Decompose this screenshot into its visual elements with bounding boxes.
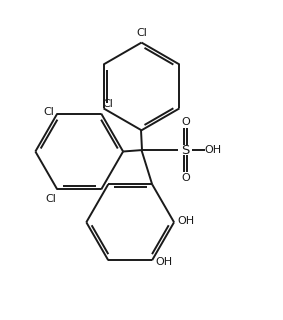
Text: S: S [181,144,190,156]
Text: OH: OH [155,257,172,267]
Text: OH: OH [177,216,194,226]
Text: Cl: Cl [136,28,147,38]
Text: O: O [181,173,190,183]
Text: OH: OH [205,145,222,155]
Text: Cl: Cl [45,194,56,204]
Text: Cl: Cl [102,99,113,109]
Text: Cl: Cl [44,107,55,117]
Text: O: O [181,117,190,127]
